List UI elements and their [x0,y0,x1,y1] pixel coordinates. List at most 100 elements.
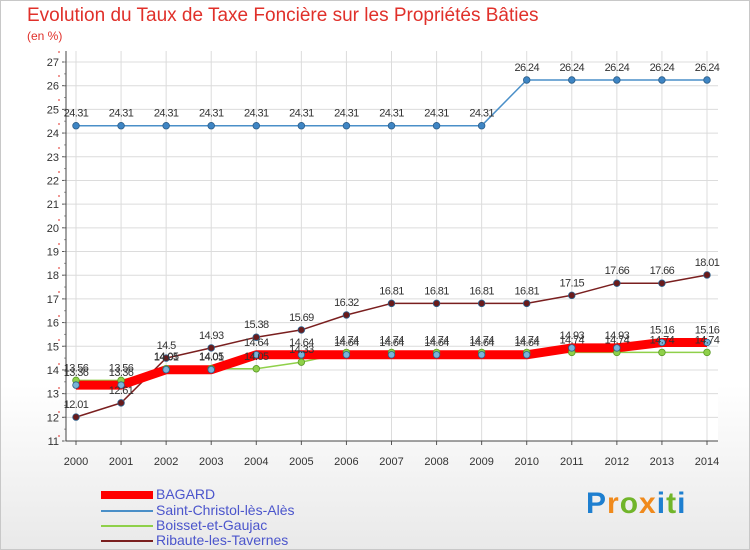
y-tick-label: 15 [47,341,59,353]
data-label-saint-christol: 26.24 [514,62,539,74]
data-label-saint-christol: 24.31 [424,108,449,120]
data-label-bagard: 14.93 [605,330,630,342]
x-tick-label: 2011 [560,456,584,468]
data-label-bagard: 14.64 [379,337,404,349]
data-label-bagard: 14.64 [514,337,539,349]
x-tick-label: 2004 [244,456,268,468]
data-label-boisset: 14.33 [289,344,314,356]
data-label-bagard: 14.64 [469,337,494,349]
y-tick-label: 17 [47,294,59,306]
data-label-saint-christol: 24.31 [244,108,269,120]
data-label-ribaute: 16.81 [379,285,404,297]
data-label-bagard: 14.01 [154,352,179,364]
data-point-ribaute [613,279,621,287]
data-label-bagard: 14.64 [289,337,314,349]
data-label-bagard: 14.64 [424,337,449,349]
data-point-saint-christol [72,122,80,130]
data-point-bagard [432,351,441,359]
data-point-saint-christol [613,76,621,84]
data-label-saint-christol: 24.31 [289,108,314,120]
data-label-ribaute: 18.01 [695,257,720,269]
data-point-bagard [703,338,711,347]
x-tick-label: 2001 [109,456,133,468]
data-point-bagard [477,351,486,359]
logo-letter: i [656,487,667,520]
y-tick-label: 27 [47,57,59,69]
x-tick-label: 2005 [289,456,313,468]
logo-letter: r [607,487,620,520]
legend-label-ribaute: Ribaute-les-Tavernes [156,532,289,548]
data-label-bagard: 13.36 [109,367,134,379]
data-label-saint-christol: 24.31 [64,108,89,120]
data-label-ribaute: 16.81 [424,285,449,297]
data-point-boisset [703,348,711,357]
legend-swatch-boisset [101,525,153,527]
y-tick-label: 20 [47,223,59,235]
data-label-boisset: 14.74 [334,334,359,346]
data-point-bagard [162,366,170,374]
data-point-saint-christol [703,76,711,84]
data-label-ribaute: 17.66 [650,265,675,277]
y-tick-label: 22 [47,175,59,187]
data-point-bagard [523,351,531,359]
data-point-bagard [658,338,666,347]
data-label-ribaute: 17.15 [560,277,585,289]
data-label-boisset: 14.74 [605,334,630,346]
y-tick-label: 13 [47,389,59,401]
data-label-ribaute: 12.01 [64,399,89,411]
data-point-saint-christol [568,76,576,84]
data-label-boisset: 14.05 [199,351,224,363]
data-point-saint-christol [477,122,486,130]
data-label-saint-christol: 26.24 [605,62,630,74]
data-label-boisset: 14.05 [244,351,269,363]
data-point-ribaute [658,279,666,287]
data-point-boisset [658,348,666,357]
data-label-saint-christol: 24.31 [379,108,404,120]
data-point-bagard [252,351,260,359]
chart-title: Evolution du Taux de Taxe Foncière sur l… [27,5,539,26]
x-tick-label: 2007 [379,456,403,468]
data-point-ribaute [477,299,486,308]
data-point-ribaute [342,311,351,319]
legend-label-saint-christol: Saint-Christol-lès-Alès [156,502,295,518]
data-point-ribaute [162,354,170,362]
data-point-saint-christol [432,122,441,130]
logo-letter: i [677,487,687,520]
data-label-boisset: 14.74 [560,334,585,346]
proxiti-logo: Proxiti [586,487,686,521]
data-label-boisset: 14.74 [379,334,404,346]
data-point-saint-christol [252,122,260,130]
data-point-bagard [297,351,306,359]
data-label-saint-christol: 24.31 [334,108,359,120]
legend-swatch-bagard [101,491,153,499]
data-label-ribaute: 12.61 [109,385,134,397]
data-label-boisset: 13.56 [64,362,89,374]
data-point-boisset [252,365,260,373]
data-label-saint-christol: 24.31 [469,108,494,120]
data-point-saint-christol [297,122,306,130]
data-label-ribaute: 14.93 [199,330,224,342]
data-point-ribaute [117,399,125,407]
logo-letter: t [666,487,678,520]
x-tick-label: 2009 [469,456,493,468]
x-tick-label: 2013 [650,456,674,468]
data-label-boisset: 13.56 [109,362,134,374]
data-label-ribaute: 15.69 [289,312,314,324]
data-point-ribaute [432,299,441,308]
y-tick-label: 24 [47,128,59,140]
data-point-ribaute [523,299,531,308]
x-tick-label: 2002 [154,456,178,468]
data-label-boisset: 14.74 [695,334,720,346]
data-point-saint-christol [523,76,531,84]
x-tick-label: 2010 [514,456,538,468]
data-label-boisset: 14.05 [154,351,179,363]
x-tick-label: 2003 [199,456,223,468]
logo-letter: x [639,487,657,520]
y-tick-label: 18 [47,270,59,282]
x-tick-label: 2000 [64,456,88,468]
data-label-bagard: 14.64 [334,337,359,349]
data-point-bagard [613,344,621,352]
data-label-bagard: 14.93 [560,330,585,342]
logo-letter: P [586,487,608,520]
